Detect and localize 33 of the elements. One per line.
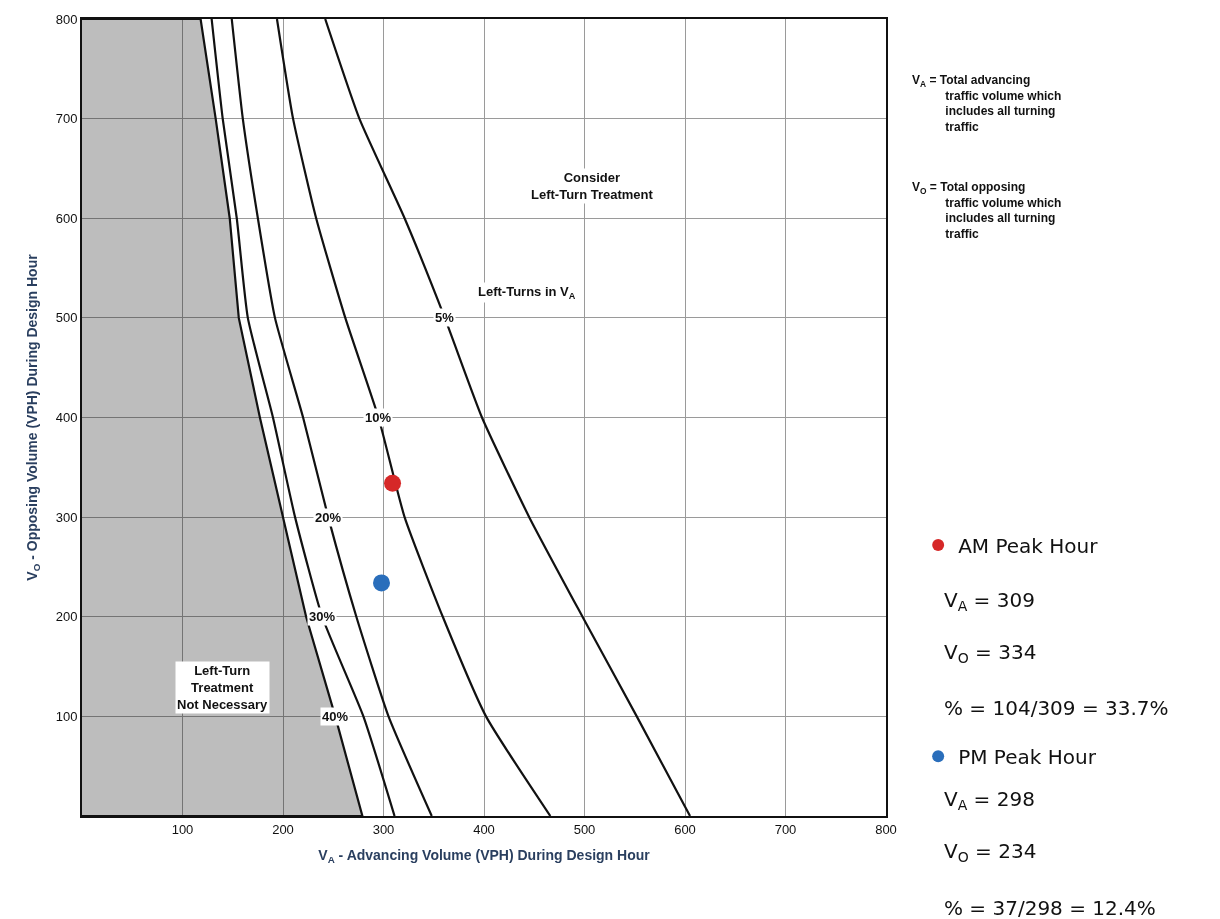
y-tick-label: 600 bbox=[55, 210, 78, 226]
x-tick-label: 800 bbox=[875, 821, 897, 837]
x-tick-label: 600 bbox=[674, 821, 696, 837]
text: % = 37/298 = 12.4% bbox=[944, 896, 1156, 919]
y-tick-label: 300 bbox=[55, 509, 78, 525]
x-tick-label: 100 bbox=[171, 821, 194, 837]
text: V$_{A}$ = 298 bbox=[944, 787, 1035, 814]
y-tick-label: 500 bbox=[55, 310, 78, 326]
y-tick-label: 800 bbox=[55, 11, 78, 27]
text: % = 104/309 = 33.7% bbox=[944, 696, 1169, 720]
text: V$_{O}$ = 334 bbox=[944, 640, 1037, 667]
y-tick-label: 100 bbox=[55, 708, 78, 724]
text: V$_{O}$ = Total opposing traffic volume which includes all turning traffic bbox=[912, 180, 1062, 241]
x-tick-label: 200 bbox=[272, 821, 294, 837]
x-axis-title: V$_{A}$ - Advancing Volume (VPH) During Design Hour bbox=[318, 847, 651, 866]
y-tick-label: 400 bbox=[55, 410, 78, 426]
point bbox=[384, 474, 402, 492]
annotation: Left-Turn Treatment Not Necessary bbox=[177, 663, 269, 712]
x-tick-label: 400 bbox=[473, 821, 495, 837]
text: V$_{O}$ = 234 bbox=[944, 839, 1037, 866]
y-tick-label: 700 bbox=[55, 111, 78, 127]
x-tick-label: 500 bbox=[573, 821, 596, 837]
annotation: Left-Turns in V$_{A}$ bbox=[478, 284, 576, 301]
x-tick-label: 300 bbox=[372, 821, 395, 837]
point bbox=[373, 574, 390, 592]
x-tick-label: 700 bbox=[774, 821, 797, 837]
y-tick-label: 200 bbox=[55, 609, 78, 625]
text: V$_{A}$ = 309 bbox=[944, 588, 1035, 615]
legend-label: PM Peak Hour bbox=[958, 745, 1097, 770]
text: V$_{A}$ = Total advancing traffic volume which includes all turning traffic bbox=[912, 73, 1062, 134]
series-label: 5% bbox=[435, 310, 455, 325]
annotation: Consider Left-Turn Treatment bbox=[531, 170, 654, 202]
legend-label: AM Peak Hour bbox=[958, 533, 1099, 558]
